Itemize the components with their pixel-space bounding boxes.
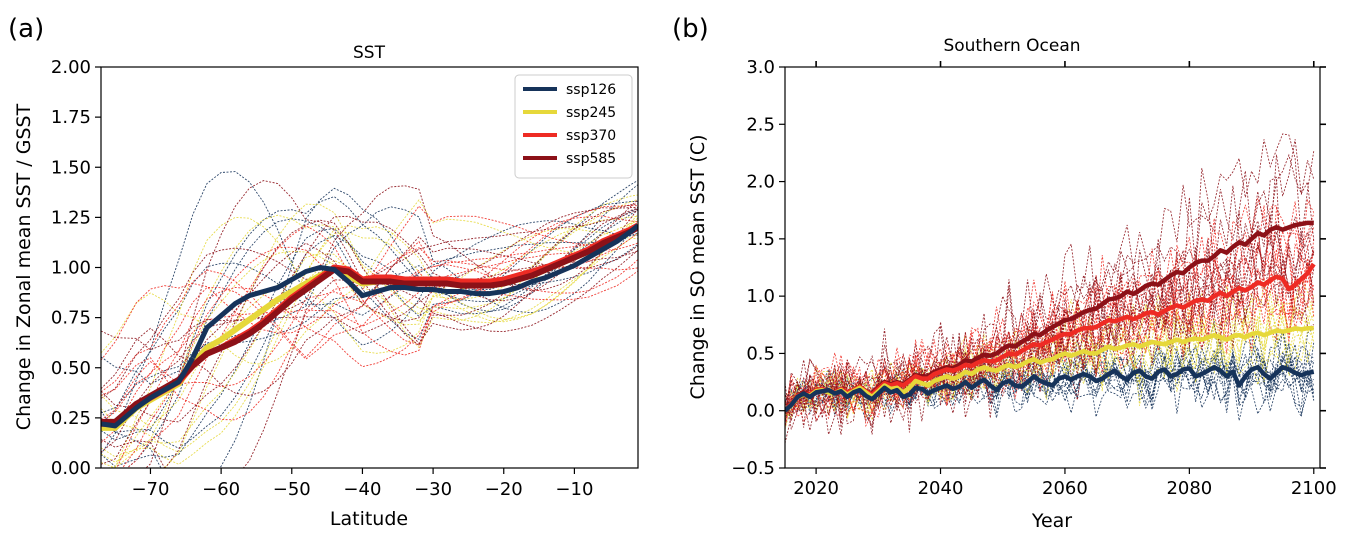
x-axis-label-b: Year	[1031, 510, 1072, 530]
y-tick-label: 0.75	[51, 308, 91, 329]
ensemble-member-ssp585	[785, 176, 1315, 435]
chart-title-a: SST	[353, 43, 386, 63]
ensemble-member-ssp126	[101, 171, 638, 455]
ensemble-member-ssp585	[101, 185, 638, 351]
y-tick-label: 1.25	[51, 207, 91, 228]
x-tick-label: 2100	[1291, 478, 1337, 499]
ensemble-member-ssp585	[101, 208, 638, 399]
x-tick-label: 2040	[918, 478, 964, 499]
y-tick-label: 2.5	[746, 114, 775, 135]
ensemble-member-ssp370	[121, 215, 638, 468]
ensemble-member-ssp585	[785, 139, 1315, 428]
ensemble-member-ssp370	[785, 197, 1315, 417]
mean-lines-a	[101, 222, 638, 431]
y-tick-label: 1.50	[51, 157, 91, 178]
mean-line-ssp126	[101, 356, 196, 429]
x-tick-label: −30	[414, 479, 452, 500]
ensemble-member-ssp245	[163, 194, 638, 468]
x-tick-label: 2060	[1042, 478, 1088, 499]
x-tick-label: −40	[343, 479, 381, 500]
legend-label-ssp126: ssp126	[566, 82, 616, 98]
ensemble-member-ssp370	[785, 231, 1315, 415]
ensemble-member-ssp245	[114, 216, 638, 468]
y-tick-label: 0.25	[51, 408, 91, 429]
x-tick-label: −10	[555, 479, 593, 500]
legend-box	[514, 74, 633, 179]
ensemble-member-ssp370	[101, 242, 638, 444]
plot-frame-b	[784, 66, 1321, 469]
ensemble-member-ssp245	[101, 220, 638, 468]
ensemble-member-ssp585	[785, 153, 1315, 422]
y-tick-label: 2.0	[746, 172, 775, 193]
ensemble-member-ssp585	[785, 133, 1315, 425]
ensemble-member-ssp585	[785, 246, 1315, 427]
ensemble-member-ssp370	[101, 240, 638, 393]
x-tick-label: −70	[131, 479, 169, 500]
mean-line-ssp585	[101, 224, 638, 425]
x-tick-label: 2020	[793, 478, 839, 499]
ensemble-member-ssp370	[785, 243, 1315, 422]
chart-panel-b: (b) Southern Ocean 2020 2040 2060 2080 2100 …	[672, 14, 1337, 532]
y-tick-label: 0.5	[746, 343, 775, 364]
x-axis-b: 2020 2040 2060 2080 2100	[793, 61, 1337, 499]
legend-label-ssp245: ssp245	[566, 105, 616, 121]
ensemble-member-ssp245	[101, 214, 638, 428]
ensemble-member-ssp585	[101, 206, 638, 465]
y-tick-label: 0.0	[746, 401, 775, 422]
mean-lines-b	[785, 220, 1316, 413]
ensemble-members-a	[101, 171, 638, 468]
y-tick-label: 0.00	[51, 458, 91, 479]
panel-label-a: (a)	[8, 14, 44, 44]
ensemble-member-ssp245	[785, 294, 1315, 430]
panel-label-b: (b)	[672, 14, 709, 44]
ensemble-member-ssp370	[126, 205, 638, 468]
legend-label-ssp585: ssp585	[566, 151, 616, 167]
ensemble-member-ssp370	[101, 270, 638, 423]
ensemble-member-ssp245	[101, 233, 638, 465]
y-tick-label: 2.00	[51, 57, 91, 78]
ensemble-member-ssp585	[145, 180, 638, 468]
chart-title-b: Southern Ocean	[943, 36, 1080, 56]
y-axis-label-a: Change in Zonal mean SST / GSST	[13, 103, 35, 430]
x-tick-label: −50	[273, 479, 311, 500]
x-axis-label-a: Latitude	[330, 508, 408, 530]
ensemble-member-ssp245	[101, 199, 638, 366]
ensemble-member-ssp245	[785, 292, 1314, 419]
ensemble-member-ssp126	[101, 184, 638, 468]
ensemble-member-ssp370	[101, 205, 638, 361]
ensemble-member-ssp126	[101, 209, 638, 449]
mean-line-ssp126	[785, 364, 1315, 413]
y-tick-label: 0.50	[51, 358, 91, 379]
mean-line-ssp245	[101, 222, 638, 431]
y-axis-b: −0.5 0.0 0.5 1.0 1.5 2.0 2.5 3.0	[731, 57, 1326, 479]
x-tick-label: 2080	[1166, 478, 1212, 499]
ensemble-member-ssp370	[101, 228, 638, 421]
x-tick-label: −20	[485, 479, 523, 500]
ensemble-member-ssp585	[785, 219, 1315, 430]
ensemble-member-ssp370	[785, 258, 1315, 430]
ensemble-member-ssp370	[785, 237, 1315, 408]
chart-panel-a: (a) SST −70 −60 −50 −40 −30 −20 −10 0.000.250.…	[8, 14, 639, 530]
y-tick-label: −0.5	[731, 458, 775, 479]
ensemble-member-ssp245	[105, 215, 638, 468]
mean-line-ssp126	[190, 223, 638, 359]
y-axis-label-b: Change in SO mean SST (C)	[687, 135, 709, 400]
legend: ssp126 ssp245 ssp370 ssp585	[514, 74, 633, 179]
y-tick-label: 1.75	[51, 107, 91, 128]
legend-label-ssp370: ssp370	[566, 128, 616, 144]
y-tick-label: 1.5	[746, 229, 775, 250]
ensemble-member-ssp245	[101, 217, 638, 453]
y-tick-label: 3.0	[746, 57, 775, 78]
x-tick-label: −60	[202, 479, 240, 500]
x-axis-a: −70 −60 −50 −40 −30 −20 −10	[131, 468, 593, 500]
ensemble-member-ssp245	[785, 292, 1315, 420]
y-tick-label: 1.0	[746, 286, 775, 307]
y-tick-label: 1.00	[51, 258, 91, 279]
y-axis-a: 0.00 0.25 0.50 0.75 1.00 1.25 1.50 1.75 2.00	[51, 57, 101, 479]
ensemble-member-ssp370	[785, 198, 1315, 414]
